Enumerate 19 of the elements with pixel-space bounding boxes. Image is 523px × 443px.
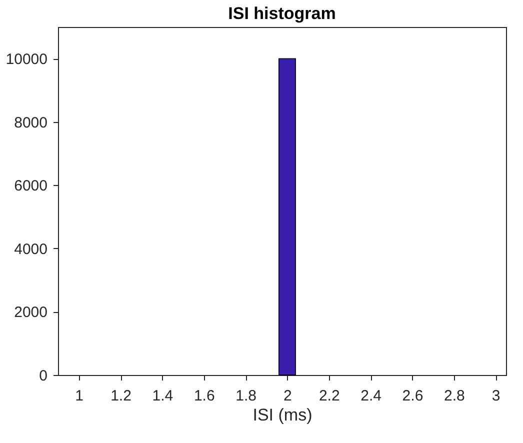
x-tick-label: 1.2 bbox=[110, 388, 132, 404]
x-axis-title: ISI (ms) bbox=[252, 406, 312, 424]
x-tick-label: 2.6 bbox=[402, 388, 424, 404]
x-tick-label: 1.4 bbox=[152, 388, 174, 404]
chart-title: ISI histogram bbox=[228, 4, 336, 23]
x-tick-label: 1 bbox=[75, 388, 84, 404]
x-tick-label: 1.8 bbox=[236, 388, 256, 404]
x-tick-label: 2.2 bbox=[318, 388, 340, 404]
x-tick-label: 2.8 bbox=[444, 388, 465, 404]
y-tick-label: 4000 bbox=[14, 240, 48, 258]
x-tick-label: 1.6 bbox=[194, 388, 215, 404]
y-tick-label: 10000 bbox=[6, 51, 48, 68]
x-tick-label: 2 bbox=[284, 388, 292, 404]
y-tick-label: 6000 bbox=[14, 178, 48, 195]
x-tick-label: 3 bbox=[492, 388, 500, 404]
y-tick-label: 0 bbox=[39, 368, 48, 384]
x-tick-label: 2.4 bbox=[360, 388, 382, 404]
y-tick-label: 8000 bbox=[14, 114, 48, 132]
y-tick-label: 2000 bbox=[14, 304, 48, 322]
